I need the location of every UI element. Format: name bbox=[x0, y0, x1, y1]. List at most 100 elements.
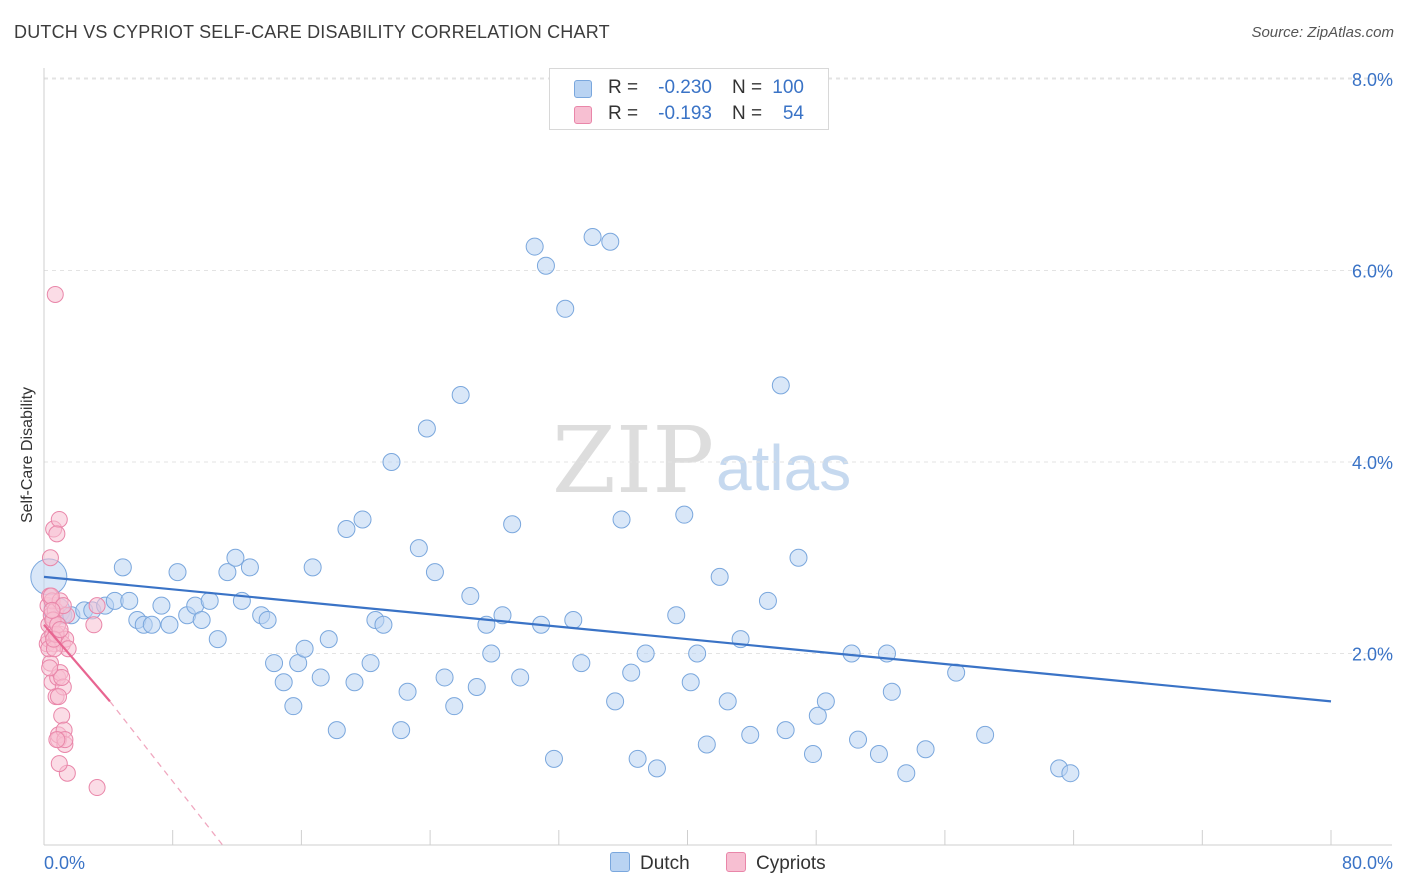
chart-title: DUTCH VS CYPRIOT SELF-CARE DISABILITY CO… bbox=[14, 22, 610, 42]
axes bbox=[43, 68, 1392, 846]
dutch-point bbox=[353, 510, 372, 529]
cypriot-point bbox=[41, 659, 59, 677]
legend-r-value: -0.193 bbox=[658, 103, 712, 124]
dutch-point bbox=[606, 692, 625, 711]
dutch-point bbox=[628, 749, 647, 768]
dutch-point bbox=[284, 697, 303, 716]
dutch-point bbox=[1061, 764, 1080, 783]
dutch-point bbox=[265, 654, 284, 673]
dutch-point bbox=[160, 615, 179, 634]
trend-lines bbox=[43, 575, 1332, 846]
dutch-point bbox=[311, 668, 330, 687]
dutch-points bbox=[30, 227, 1080, 783]
dutch-point bbox=[445, 697, 464, 716]
dutch-point bbox=[425, 563, 444, 582]
legend-n-label: N = bbox=[732, 103, 763, 124]
series-swatch-cypriots bbox=[726, 852, 746, 872]
legend-swatch-cypriots bbox=[574, 106, 592, 124]
dutch-point bbox=[319, 630, 338, 649]
cypriot-point bbox=[53, 707, 71, 725]
legend-swatch-dutch bbox=[574, 80, 592, 98]
watermark-zip: ZIP bbox=[552, 407, 714, 514]
dutch-point bbox=[240, 558, 259, 577]
dutch-point bbox=[451, 385, 470, 404]
watermark: ZIP atlas bbox=[552, 407, 851, 514]
dutch-trend-line bbox=[43, 575, 1332, 703]
dutch-point bbox=[274, 673, 293, 692]
cypriot-point bbox=[88, 779, 106, 797]
dutch-point bbox=[564, 610, 583, 629]
dutch-point bbox=[218, 563, 237, 582]
dutch-point bbox=[612, 510, 631, 529]
dutch-point bbox=[808, 706, 827, 725]
dutch-point bbox=[771, 376, 790, 395]
dutch-point bbox=[398, 682, 417, 701]
dutch-point bbox=[200, 591, 219, 610]
cypriot-point bbox=[48, 731, 66, 749]
dutch-point bbox=[120, 591, 139, 610]
cypriot-point bbox=[88, 597, 106, 615]
dutch-point bbox=[688, 644, 707, 663]
x-tick-label: 80.0% bbox=[1342, 853, 1393, 873]
dutch-point bbox=[142, 615, 161, 634]
dutch-point bbox=[392, 721, 411, 740]
series-legend-dutch[interactable]: Dutch bbox=[610, 852, 690, 875]
dutch-point bbox=[435, 668, 454, 687]
dutch-point bbox=[345, 673, 364, 692]
dutch-point bbox=[572, 654, 591, 673]
series-legend: Dutch Cypriots bbox=[0, 852, 1406, 878]
legend-r-label: R = bbox=[608, 77, 639, 98]
legend-row-dutch: R = -0.230 N = 100 bbox=[550, 75, 828, 101]
dutch-point bbox=[337, 520, 356, 539]
dutch-point bbox=[482, 644, 501, 663]
cypriot-point bbox=[41, 549, 59, 567]
dutch-point bbox=[511, 668, 530, 687]
legend-r-label: R = bbox=[608, 103, 639, 124]
dutch-point bbox=[741, 725, 760, 744]
dutch-point bbox=[409, 539, 428, 558]
dutch-point bbox=[697, 735, 716, 754]
cypriot-point bbox=[85, 616, 103, 634]
dutch-point bbox=[536, 256, 555, 275]
dutch-point bbox=[374, 615, 393, 634]
series-swatch-dutch bbox=[610, 852, 630, 872]
cypriot-point bbox=[48, 525, 66, 543]
cypriot-point bbox=[50, 755, 68, 773]
dutch-point bbox=[758, 591, 777, 610]
dutch-point bbox=[168, 563, 187, 582]
x-tick-labels: 0.0% 80.0% bbox=[44, 853, 1393, 873]
dutch-point bbox=[622, 663, 641, 682]
dutch-point bbox=[675, 505, 694, 524]
cypriot-point bbox=[43, 601, 61, 619]
series-legend-cypriots[interactable]: Cypriots bbox=[726, 852, 826, 875]
dutch-point bbox=[493, 606, 512, 625]
dutch-point bbox=[152, 596, 171, 615]
dutch-point bbox=[226, 548, 245, 567]
cypriot-trend-line bbox=[43, 624, 111, 703]
dutch-point bbox=[849, 730, 868, 749]
dutch-point bbox=[976, 725, 995, 744]
dutch-point bbox=[327, 721, 346, 740]
watermark-atlas: atlas bbox=[716, 432, 851, 504]
dutch-point bbox=[208, 630, 227, 649]
y-tick-label: 2.0% bbox=[1352, 645, 1393, 665]
y-tick-label: 6.0% bbox=[1352, 262, 1393, 282]
dutch-point bbox=[303, 558, 322, 577]
dutch-point bbox=[710, 567, 729, 586]
cypriot-points bbox=[38, 285, 106, 797]
dutch-point bbox=[192, 610, 211, 629]
y-tick-label: 8.0% bbox=[1352, 70, 1393, 90]
dutch-point bbox=[601, 232, 620, 251]
correlation-legend: R = -0.230 N = 100 R = -0.193 N = 54 bbox=[549, 68, 829, 130]
dutch-point bbox=[916, 740, 935, 759]
dutch-point bbox=[295, 639, 314, 658]
dutch-point bbox=[467, 678, 486, 697]
series-label-dutch: Dutch bbox=[640, 853, 690, 874]
cypriot-point bbox=[46, 285, 64, 303]
dutch-point bbox=[869, 745, 888, 764]
dutch-point bbox=[667, 606, 686, 625]
cypriot-trend-extension bbox=[109, 700, 224, 846]
dutch-point bbox=[556, 299, 575, 318]
dutch-point bbox=[382, 453, 401, 471]
